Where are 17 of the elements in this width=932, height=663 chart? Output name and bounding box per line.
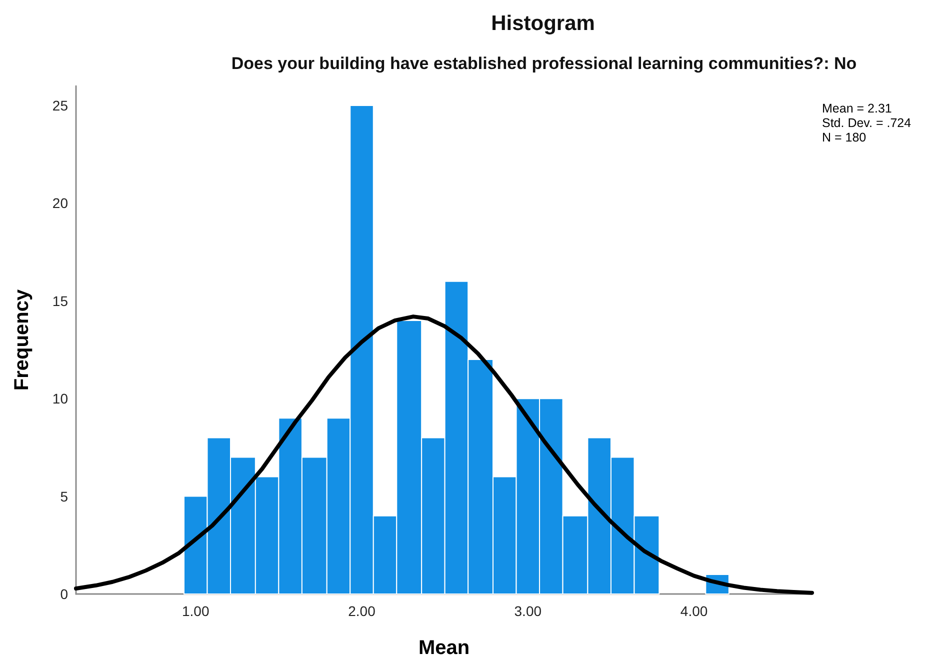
x-tick-label: 4.00	[680, 603, 708, 619]
x-tick-label: 1.00	[182, 603, 210, 619]
y-tick-label: 5	[60, 488, 68, 504]
y-axis-title: Frequency	[11, 288, 33, 391]
x-tick-label: 3.00	[514, 603, 542, 619]
text: N = 180	[822, 130, 866, 144]
y-tick-label: 10	[52, 390, 68, 407]
x-tick-label: 2.00	[348, 603, 376, 619]
y-tick-label: 20	[52, 195, 68, 212]
chart-subtitle: Does your building have established professional learning communities?: No	[231, 54, 857, 73]
x-axis-title: Mean	[418, 637, 470, 659]
y-tick-label: 0	[60, 586, 68, 602]
y-tick-label: 15	[52, 292, 68, 309]
chart-title: Histogram	[491, 12, 595, 35]
text: Mean = 2.31	[822, 102, 892, 116]
y-tick-label: 25	[52, 98, 68, 114]
text: Std. Dev. = .724	[822, 116, 912, 130]
